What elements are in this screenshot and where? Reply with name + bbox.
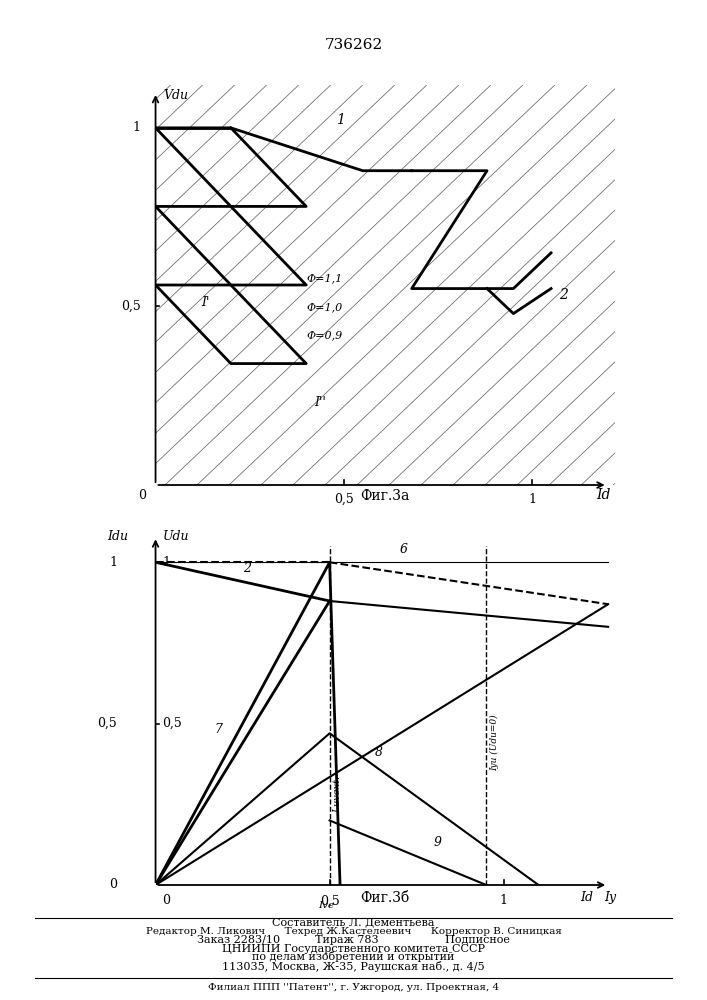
Text: 1: 1 bbox=[500, 894, 508, 907]
Text: 1: 1 bbox=[132, 121, 141, 134]
Text: 2: 2 bbox=[559, 288, 568, 302]
Text: 2: 2 bbox=[243, 562, 250, 575]
Text: 0,5: 0,5 bbox=[334, 493, 354, 506]
Text: Φ=0,9: Φ=0,9 bbox=[306, 331, 342, 341]
Text: ЦНИИПИ Государственного комитета СССР: ЦНИИПИ Государственного комитета СССР bbox=[222, 944, 485, 954]
Text: 1: 1 bbox=[528, 493, 536, 506]
Text: 8: 8 bbox=[375, 746, 383, 759]
Text: 0: 0 bbox=[110, 879, 117, 892]
Text: 9: 9 bbox=[434, 836, 442, 849]
Text: Φ=1,0: Φ=1,0 bbox=[306, 302, 342, 312]
Text: Заказ 2283/10          Тираж 783                   Подписное: Заказ 2283/10 Тираж 783 Подписное bbox=[197, 935, 510, 945]
Text: 0,5: 0,5 bbox=[121, 300, 141, 313]
Text: 6: 6 bbox=[399, 543, 407, 556]
Text: Филиал ППП ''Патент'', г. Ужгород, ул. Проектная, 4: Филиал ППП ''Патент'', г. Ужгород, ул. П… bbox=[208, 982, 499, 992]
Text: Id: Id bbox=[596, 488, 611, 502]
Text: I'': I'' bbox=[314, 396, 325, 409]
Text: I uvext.: I uvext. bbox=[333, 776, 342, 813]
Text: 0,5: 0,5 bbox=[98, 717, 117, 730]
Text: Φ=1,1: Φ=1,1 bbox=[306, 273, 342, 283]
Text: 0: 0 bbox=[163, 894, 170, 907]
Text: 113035, Москва, Ж-35, Раушская наб., д. 4/5: 113035, Москва, Ж-35, Раушская наб., д. … bbox=[222, 960, 485, 972]
Text: Vdu: Vdu bbox=[163, 89, 188, 102]
Text: 0: 0 bbox=[139, 489, 146, 502]
Text: Id: Id bbox=[580, 891, 593, 904]
Text: 1: 1 bbox=[337, 113, 345, 127]
Text: 0,5: 0,5 bbox=[320, 894, 339, 907]
Text: Составитель Л. Дементьева: Составитель Л. Дементьева bbox=[272, 917, 435, 927]
Text: Idu: Idu bbox=[107, 530, 128, 543]
Text: Фиг.3б: Фиг.3б bbox=[361, 891, 410, 905]
Text: Iyu (Udu=0): Iyu (Udu=0) bbox=[490, 714, 499, 771]
Text: Ive: Ive bbox=[318, 901, 334, 910]
Text: I': I' bbox=[201, 296, 209, 309]
Text: 1: 1 bbox=[163, 556, 170, 569]
Text: 0,5: 0,5 bbox=[163, 717, 182, 730]
Text: 1: 1 bbox=[110, 556, 117, 569]
Text: Редактор М. Ликович      Техред Ж.Кастелеевич      Корректор В. Синицкая: Редактор М. Ликович Техред Ж.Кастелеевич… bbox=[146, 926, 561, 936]
Text: Фиг.3а: Фиг.3а bbox=[361, 489, 410, 503]
Text: Udu: Udu bbox=[163, 530, 189, 543]
Text: Iy: Iy bbox=[604, 891, 617, 904]
Text: 736262: 736262 bbox=[325, 38, 382, 52]
Text: по делам изобретений и открытий: по делам изобретений и открытий bbox=[252, 952, 455, 962]
Text: 7: 7 bbox=[215, 723, 223, 736]
